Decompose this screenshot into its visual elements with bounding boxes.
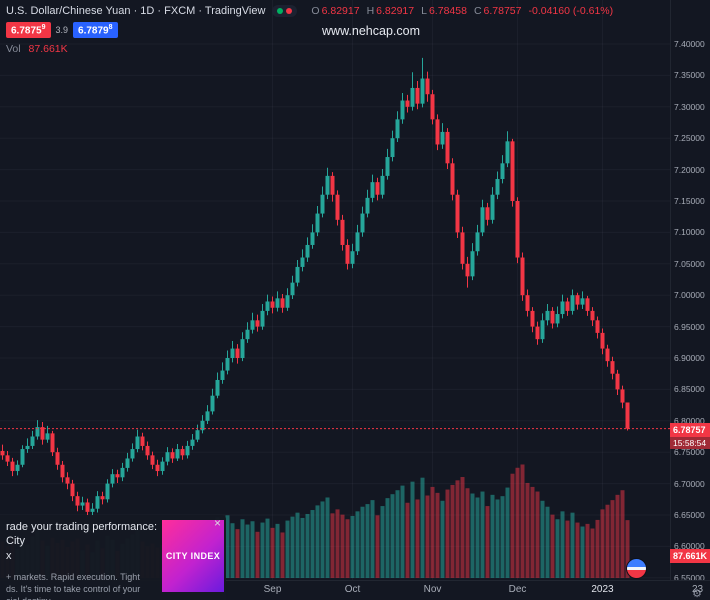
market-closed-dot-icon	[286, 8, 293, 14]
price-tick-label: 7.30000	[674, 101, 705, 112]
ad-banner[interactable]: × rade your trading performance: City x …	[0, 515, 226, 600]
price-axis[interactable]: 7.40000 7.35000 7.30000 7.25000 7.20000 7.150…	[670, 0, 710, 583]
market-status-indicator[interactable]	[272, 5, 298, 17]
volume-indicator-label[interactable]: Vol	[6, 43, 21, 56]
change-value: -0.04160 (-0.61%)	[528, 5, 614, 17]
time-tick-label: Nov	[423, 584, 442, 595]
high-label: H	[366, 5, 375, 17]
market-open-dot-icon	[277, 8, 284, 14]
ad-body-line3: cial destiny.	[6, 595, 158, 600]
last-price-value: 6.78757	[670, 422, 710, 437]
spread-value: 3.9	[55, 25, 69, 36]
close-value: 6.78757	[483, 5, 522, 17]
volume-indicator-value: 87.661K	[28, 43, 68, 56]
price-tick-label: 6.80000	[674, 415, 705, 426]
ad-close-icon[interactable]: ×	[213, 516, 221, 530]
time-tick-label: 2023	[591, 584, 614, 595]
ohlc-values: O 6.82917 H 6.82917 L 6.78458 C 6.78757 -0.0…	[304, 5, 613, 17]
watermark-text: www.nehcap.com	[322, 24, 420, 38]
city-index-logo[interactable]: CITY INDEX	[162, 520, 224, 592]
close-label: C	[473, 5, 482, 17]
price-tick-label: 6.70000	[674, 478, 705, 489]
settings-gear-icon[interactable]: ⚙	[692, 588, 702, 600]
ad-title: rade your trading performance: City x	[6, 520, 158, 563]
price-tick-label: 7.20000	[674, 164, 705, 175]
price-tick-label: 7.35000	[674, 70, 705, 81]
ad-title-line2: x	[6, 549, 12, 562]
price-tick-label: 7.25000	[674, 133, 705, 144]
sell-price-value: 6.7875	[11, 25, 42, 37]
price-tick-label: 6.85000	[674, 384, 705, 395]
price-tick-label: 7.00000	[674, 290, 705, 301]
price-tick-label: 7.05000	[674, 258, 705, 269]
countdown-timer: 15:58:54	[670, 436, 710, 449]
time-tick-label: Oct	[344, 584, 361, 595]
last-price-label: 6.78757 15:58:54	[670, 422, 710, 449]
price-tick-label: 6.65000	[674, 510, 705, 520]
ad-body-line2: ds. It's time to take control of your	[6, 584, 141, 595]
chart-legend: U.S. Dollar/Chinese Yuan · 1D · FXCM · T…	[6, 5, 613, 55]
price-tick-label: 7.10000	[674, 227, 705, 238]
ad-body-line1: + markets. Rapid execution. Tight	[6, 571, 140, 582]
emoji-badge-icon[interactable]	[626, 558, 647, 579]
price-tick-label: 7.40000	[674, 39, 705, 49]
ad-title-line1: rade your trading performance: City	[6, 521, 158, 548]
sell-price-sup: 9	[41, 24, 46, 31]
buy-price-value: 6.7879	[78, 25, 109, 37]
buy-price-sup: 8	[108, 24, 113, 31]
symbol-title[interactable]: U.S. Dollar/Chinese Yuan · 1D · FXCM · T…	[6, 5, 266, 17]
price-tick-label: 6.95000	[674, 321, 705, 332]
low-label: L	[421, 5, 427, 17]
high-value: 6.82917	[376, 5, 415, 17]
volume-axis-label: 87.661K	[670, 549, 710, 563]
time-tick-label: Sep	[263, 584, 282, 595]
price-tick-label: 7.15000	[674, 196, 705, 206]
price-tick-label: 6.55000	[674, 572, 705, 583]
sell-price-button[interactable]: 6.78759	[6, 22, 51, 39]
time-tick-label: Dec	[508, 584, 527, 595]
price-tick-label: 6.90000	[674, 353, 705, 363]
chart-pane[interactable]: www.nehcap.com U.S. Dollar/Chinese Yuan …	[0, 0, 670, 600]
open-label: O	[311, 5, 320, 17]
buy-price-button[interactable]: 6.78798	[73, 22, 118, 39]
candlestick-chart-canvas[interactable]	[0, 0, 670, 580]
open-value: 6.82917	[321, 5, 360, 17]
ad-body: + markets. Rapid execution. Tight ds. It…	[6, 571, 158, 600]
city-index-logo-text: CITY INDEX	[165, 551, 221, 561]
low-value: 6.78458	[428, 5, 467, 17]
time-tick-label: 23	[691, 584, 704, 595]
price-tick-label: 6.60000	[674, 541, 705, 552]
price-tick-label: 6.75000	[674, 447, 705, 458]
